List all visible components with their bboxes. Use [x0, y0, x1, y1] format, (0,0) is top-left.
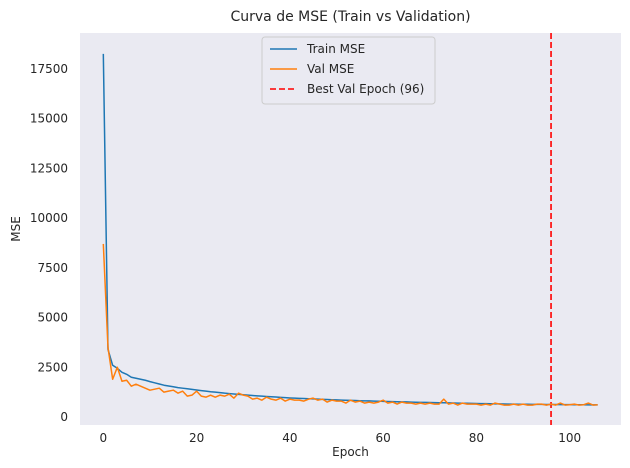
y-axis-ticks: 0 2500 5000 7500 10000 12500 15000 17500 [30, 62, 68, 424]
x-tick-label: 40 [282, 431, 297, 445]
x-tick-label: 0 [99, 431, 107, 445]
chart-title: Curva de MSE (Train vs Validation) [230, 9, 470, 25]
y-tick-label: 12500 [30, 161, 68, 175]
x-axis-ticks: 0 20 40 60 80 100 [99, 431, 581, 445]
x-tick-label: 80 [469, 431, 484, 445]
y-tick-label: 10000 [30, 211, 68, 225]
y-tick-label: 0 [60, 410, 68, 424]
legend-label: Train MSE [306, 42, 365, 56]
legend: Train MSE Val MSE Best Val Epoch (96) [261, 36, 436, 105]
y-tick-label: 5000 [37, 311, 68, 325]
y-tick-label: 2500 [37, 360, 68, 374]
y-tick-label: 15000 [30, 112, 68, 126]
y-axis-title: MSE [9, 216, 23, 242]
x-axis-title: Epoch [332, 445, 369, 459]
legend-box [261, 36, 436, 105]
legend-label: Val MSE [307, 62, 354, 76]
x-tick-label: 60 [376, 431, 391, 445]
y-tick-label: 7500 [37, 261, 68, 275]
series-lines [102, 53, 598, 406]
legend-label: Best Val Epoch (96) [307, 82, 424, 96]
val-mse-line [102, 243, 598, 406]
y-tick-label: 17500 [30, 62, 68, 76]
x-tick-label: 20 [189, 431, 204, 445]
x-tick-label: 100 [558, 431, 581, 445]
